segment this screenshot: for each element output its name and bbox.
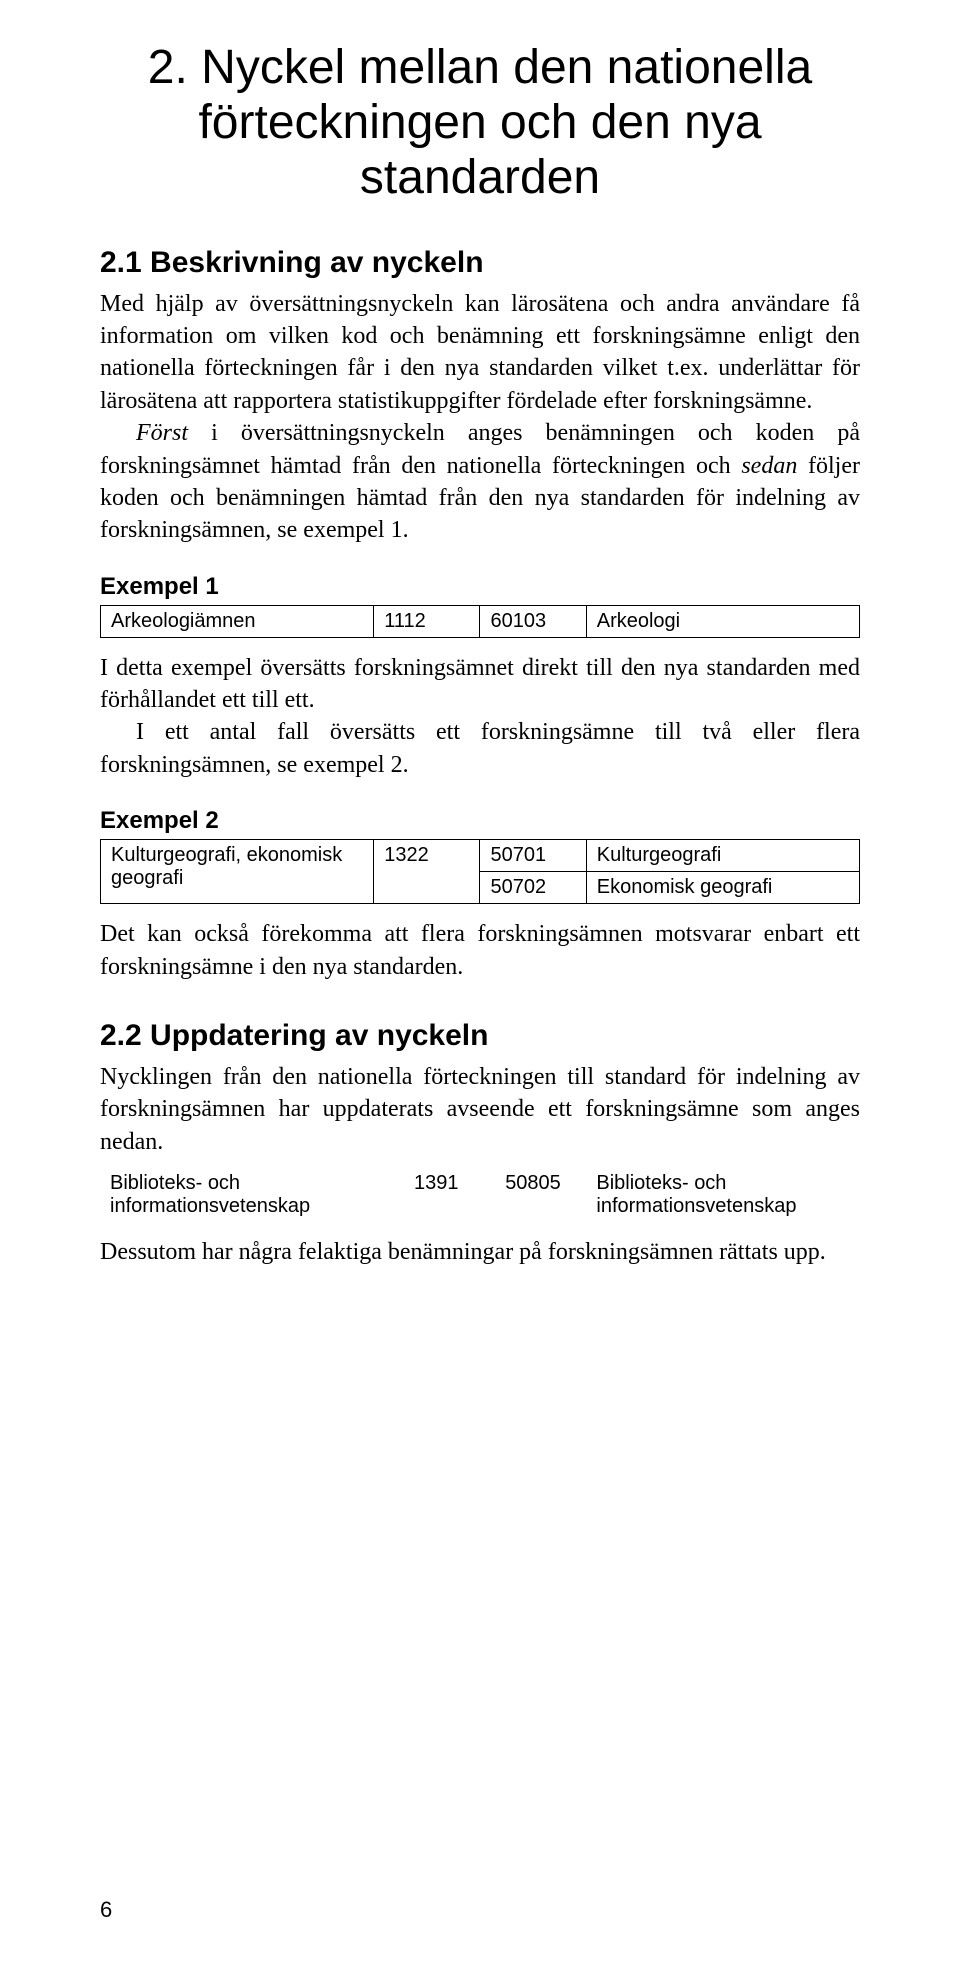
table-cell: 1322 [374, 840, 480, 904]
table-cell: 1112 [374, 605, 480, 637]
section-2-2-para: Nycklingen från den nationella förteckni… [100, 1061, 860, 1158]
table-cell: 1391 [404, 1168, 495, 1222]
table-cell: Arkeologi [586, 605, 859, 637]
table-row: Arkeologiämnen 1112 60103 Arkeologi [101, 605, 860, 637]
table-cell: Kulturgeografi, ekonomisk geografi [101, 840, 374, 904]
table-cell: Arkeologiämnen [101, 605, 374, 637]
table-cell: 50702 [480, 872, 586, 904]
table-cell: 50701 [480, 840, 586, 872]
table-cell: Ekonomisk geografi [586, 872, 859, 904]
section-2-1-para2-em1: Först [136, 420, 188, 446]
example-1-table: Arkeologiämnen 1112 60103 Arkeologi [100, 605, 860, 638]
after-ex2-para: Det kan också förekomma att flera forskn… [100, 918, 860, 983]
document-page: 2. Nyckel mellan den nationella förteckn… [0, 0, 960, 1963]
update-table: Biblioteks- och informationsvetenskap 13… [100, 1168, 860, 1222]
chapter-title-line2: förteckningen och den nya standarden [198, 96, 761, 204]
example-2-table: Kulturgeografi, ekonomisk geografi 1322 … [100, 839, 860, 904]
chapter-title-line1: 2. Nyckel mellan den nationella [148, 41, 812, 94]
example-2-heading: Exempel 2 [100, 807, 860, 835]
section-2-1-para2: Först i översättningsnyckeln anges benäm… [100, 417, 860, 547]
table-cell: Biblioteks- och informationsvetenskap [586, 1168, 860, 1222]
table-row: Biblioteks- och informationsvetenskap 13… [100, 1168, 860, 1222]
page-number: 6 [100, 1897, 112, 1923]
section-2-1-para1: Med hjälp av översättningsnyckeln kan lä… [100, 288, 860, 418]
example-1-heading: Exempel 1 [100, 573, 860, 601]
section-2-1-para2-em2: sedan [741, 453, 797, 479]
after-ex1-para2: I ett antal fall översätts ett forskning… [100, 716, 860, 781]
section-2-1-title: 2.1 Beskrivning av nyckeln [100, 246, 860, 280]
table-cell: Kulturgeografi [586, 840, 859, 872]
closing-para: Dessutom har några felaktiga benämningar… [100, 1236, 860, 1268]
chapter-title: 2. Nyckel mellan den nationella förteckn… [100, 40, 860, 206]
section-2-2-title: 2.2 Uppdatering av nyckeln [100, 1019, 860, 1053]
table-cell: Biblioteks- och informationsvetenskap [100, 1168, 404, 1222]
table-cell: 60103 [480, 605, 586, 637]
table-row: Kulturgeografi, ekonomisk geografi 1322 … [101, 840, 860, 872]
table-cell: 50805 [495, 1168, 586, 1222]
after-ex1-para1: I detta exempel översätts forskningsämne… [100, 652, 860, 717]
